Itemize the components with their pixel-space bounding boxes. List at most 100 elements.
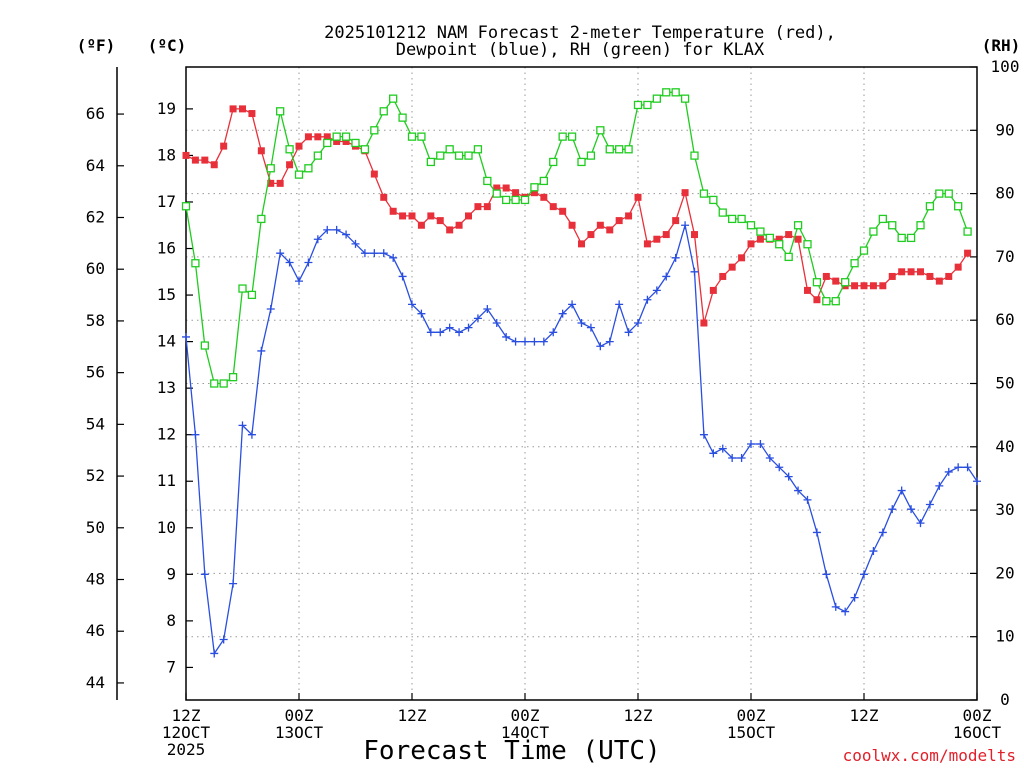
rh-point bbox=[502, 195, 511, 205]
rh-point bbox=[624, 145, 633, 154]
rh-point bbox=[775, 240, 784, 249]
dewpoint-point bbox=[624, 328, 633, 337]
temperature-point bbox=[342, 137, 350, 145]
temperature-point bbox=[634, 193, 642, 201]
rh-point bbox=[539, 176, 548, 186]
temperature-point bbox=[615, 217, 623, 225]
temperature-point bbox=[417, 221, 425, 229]
rh-point bbox=[671, 88, 680, 97]
chart-title-line-2: Dewpoint (blue), RH (green) for KLAX bbox=[396, 40, 765, 60]
time-tick-label: 12Z bbox=[624, 706, 653, 725]
rh-point bbox=[822, 297, 831, 306]
chart-title-line-1: 2025101212 NAM Forecast 2-meter Temperat… bbox=[324, 23, 836, 43]
rh-point bbox=[530, 183, 539, 192]
dewpoint-point bbox=[464, 323, 473, 332]
rh-point bbox=[615, 145, 624, 154]
temperature-point bbox=[333, 137, 341, 145]
credit-text: coolwx.com/modelts bbox=[843, 746, 1016, 765]
temperature-point bbox=[728, 263, 736, 271]
dewpoint-point bbox=[426, 328, 435, 337]
rh-point bbox=[379, 107, 388, 116]
rh-point bbox=[944, 189, 953, 198]
dewpoint-point bbox=[229, 579, 238, 588]
rh-point bbox=[219, 379, 228, 388]
rh-tick-label: 60 bbox=[995, 310, 1014, 329]
dewpoint-point bbox=[577, 318, 586, 327]
temperature-point bbox=[220, 142, 228, 150]
rh-tick-label: 40 bbox=[995, 437, 1014, 456]
fahrenheit-tick-label: 46 bbox=[86, 621, 105, 640]
rh-point bbox=[906, 233, 916, 243]
temperature-point bbox=[907, 268, 915, 276]
dewpoint-point bbox=[586, 323, 595, 332]
rh-point bbox=[304, 164, 313, 173]
fahrenheit-tick-label: 60 bbox=[86, 259, 105, 278]
series-layer bbox=[181, 88, 981, 658]
rh-point bbox=[888, 221, 897, 230]
dewpoint-point bbox=[765, 453, 774, 462]
rh-point bbox=[803, 240, 812, 249]
rh-point bbox=[276, 107, 285, 116]
rh-point bbox=[859, 246, 869, 255]
temperature-point bbox=[681, 189, 689, 197]
temperature-point bbox=[756, 235, 764, 243]
temperature-point bbox=[210, 161, 218, 169]
dewpoint-point bbox=[219, 635, 228, 644]
dewpoint-point bbox=[266, 305, 275, 314]
temperature-point bbox=[785, 231, 793, 239]
time-tick-label: 00Z bbox=[737, 706, 766, 725]
rh-point bbox=[181, 202, 191, 211]
temperature-point bbox=[643, 240, 651, 248]
dewpoint-point bbox=[794, 486, 803, 495]
temperature-point bbox=[568, 221, 576, 229]
celsius-tick-label: 7 bbox=[166, 657, 176, 676]
dewpoint-point bbox=[925, 500, 934, 509]
rh-point bbox=[850, 259, 859, 268]
dewpoint-point bbox=[671, 253, 680, 262]
temperature-point bbox=[323, 133, 331, 141]
time-tick-label: 16OCT bbox=[953, 723, 1002, 742]
temperature-point bbox=[860, 282, 868, 290]
dewpoint-point bbox=[511, 337, 520, 346]
rh-point bbox=[360, 145, 370, 154]
time-tick-label: 13OCT bbox=[275, 723, 324, 742]
temperature-point bbox=[389, 207, 397, 215]
dewpoint-point bbox=[417, 309, 426, 318]
dewpoint-point bbox=[831, 602, 840, 611]
x-axis-title: Forecast Time (UTC) bbox=[363, 736, 660, 766]
rh-point bbox=[417, 132, 426, 141]
dewpoint-point bbox=[389, 253, 398, 262]
rh-series-line bbox=[185, 91, 969, 385]
dewpoint-point bbox=[360, 249, 369, 258]
rh-point bbox=[445, 145, 454, 154]
temperature-point bbox=[606, 226, 614, 234]
temperature-point bbox=[888, 272, 896, 280]
rh-point bbox=[586, 151, 596, 160]
dewpoint-point bbox=[681, 221, 690, 230]
fahrenheit-tick-label: 56 bbox=[86, 363, 105, 382]
dewpoint-point bbox=[973, 477, 981, 486]
rh-point bbox=[313, 151, 322, 160]
temperature-point bbox=[578, 240, 585, 248]
temperature-point bbox=[257, 147, 265, 155]
dewpoint-point bbox=[888, 505, 897, 514]
time-tick-label: 12OCT bbox=[162, 723, 211, 742]
temperature-point bbox=[964, 249, 972, 257]
rh-tick-label: 20 bbox=[995, 563, 1014, 582]
temperature-point bbox=[813, 296, 821, 304]
time-tick-label: 14OCT bbox=[501, 723, 550, 742]
dewpoint-point bbox=[445, 323, 454, 332]
temperature-series-line bbox=[185, 108, 969, 324]
temperature-point bbox=[540, 193, 548, 201]
temperature-point bbox=[465, 212, 472, 220]
rh-point bbox=[652, 94, 661, 103]
temperature-point bbox=[804, 286, 811, 294]
dewpoint-point bbox=[285, 258, 294, 267]
dewpoint-point bbox=[709, 449, 718, 458]
rh-point bbox=[323, 138, 332, 148]
time-tick-label: 12Z bbox=[850, 706, 879, 725]
dewpoint-point bbox=[643, 295, 652, 304]
dewpoint-point bbox=[200, 570, 209, 579]
rh-tick-label: 30 bbox=[995, 500, 1014, 519]
rh-point bbox=[558, 132, 567, 141]
